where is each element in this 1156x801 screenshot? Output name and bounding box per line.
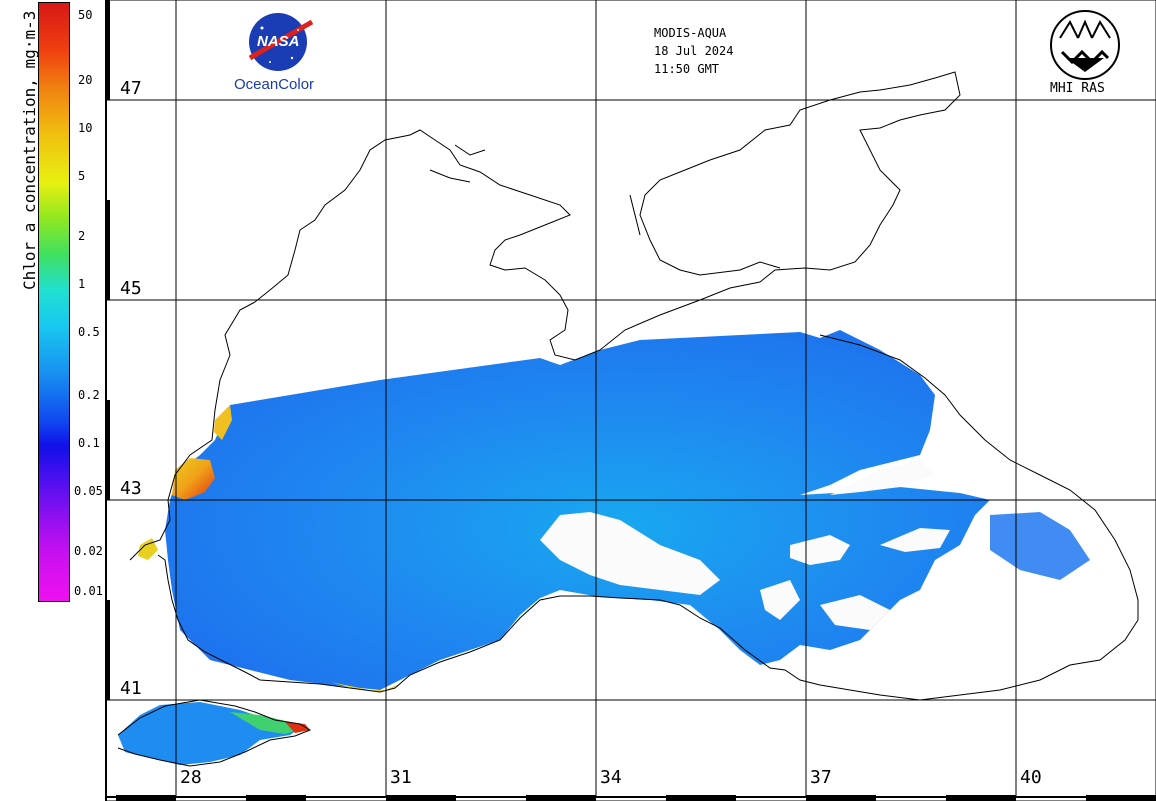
nasa-logo bbox=[248, 13, 314, 71]
colorbar-tick: 0.5 bbox=[78, 325, 100, 339]
date-label: 18 Jul 2024 bbox=[654, 44, 734, 58]
colorbar-tick: 0.2 bbox=[78, 388, 100, 402]
colorbar-tick: 0.05 bbox=[74, 484, 103, 498]
longitude-label: 37 bbox=[808, 767, 834, 788]
colorbar-tick: 0.01 bbox=[74, 584, 103, 598]
mhi-caption: MHI RAS bbox=[1050, 81, 1105, 96]
colorbar-tick: 20 bbox=[78, 73, 93, 87]
colorbar-ticks: 50 20 10 5 2 1 0.5 0.2 0.1 0.05 0.02 0.0… bbox=[70, 0, 106, 604]
longitude-label: 40 bbox=[1018, 767, 1044, 788]
map-frame bbox=[105, 0, 1156, 801]
colorbar-tick: 1 bbox=[78, 277, 86, 291]
colorbar-tick: 50 bbox=[78, 8, 93, 22]
coastline bbox=[117, 71, 1139, 767]
colorbar bbox=[38, 2, 70, 602]
image-info: MODIS-AQUA 18 Jul 2024 11:50 GMT bbox=[654, 24, 733, 78]
colorbar-tick: 10 bbox=[78, 121, 93, 135]
chlorophyll-field bbox=[118, 330, 1090, 765]
sensor-label: MODIS-AQUA bbox=[654, 26, 727, 40]
longitude-label: 28 bbox=[178, 767, 204, 788]
colorbar-tick: 0.1 bbox=[78, 436, 100, 450]
graticule bbox=[106, 0, 1156, 797]
colorbar-tick: 0.02 bbox=[74, 544, 103, 558]
colorbar-tick: 2 bbox=[78, 229, 86, 243]
time-label: 11:50 GMT bbox=[654, 62, 720, 76]
latitude-label: 45 bbox=[118, 278, 144, 299]
latitude-label: 47 bbox=[118, 78, 144, 99]
colorbar-tick: 5 bbox=[78, 169, 86, 183]
nasa-caption: OceanColor bbox=[234, 76, 315, 93]
latitude-label: 41 bbox=[118, 678, 144, 699]
mhi-logo bbox=[1050, 10, 1120, 80]
nasa-wordmark: NASA bbox=[257, 33, 300, 50]
longitude-label: 34 bbox=[598, 767, 624, 788]
longitude-label: 31 bbox=[388, 767, 414, 788]
latitude-label: 43 bbox=[118, 478, 144, 499]
